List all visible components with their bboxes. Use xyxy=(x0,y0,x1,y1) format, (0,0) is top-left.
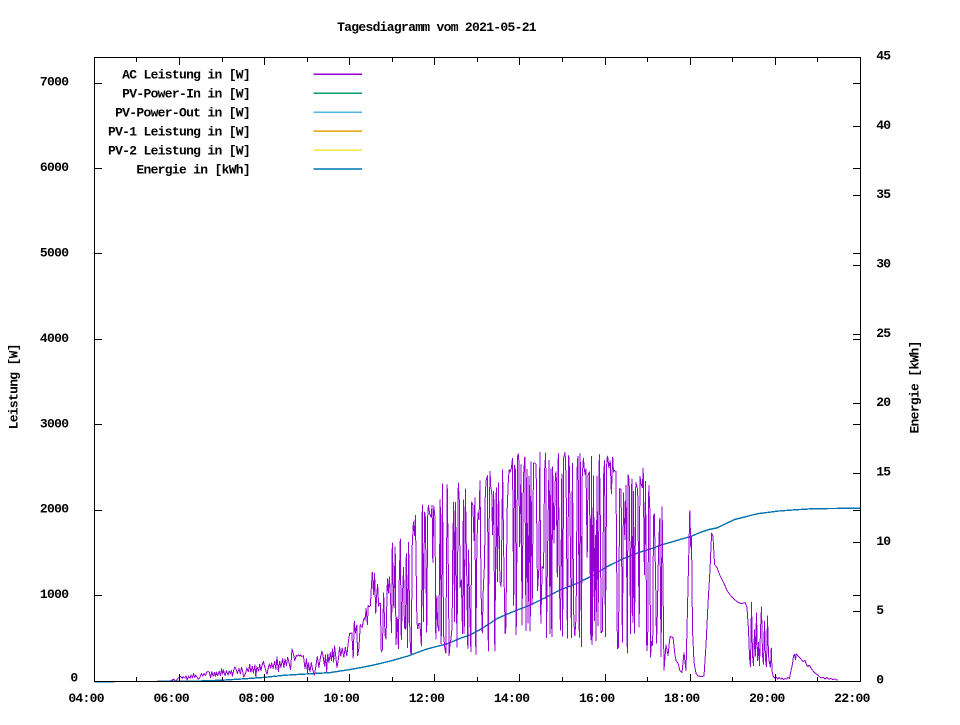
svg-text:45: 45 xyxy=(876,49,891,64)
svg-text:PV-1 Leistung in [W]: PV-1 Leistung in [W] xyxy=(108,124,250,139)
svg-text:0: 0 xyxy=(70,671,78,686)
svg-text:6000: 6000 xyxy=(40,160,69,175)
svg-text:1000: 1000 xyxy=(40,587,69,602)
svg-text:20: 20 xyxy=(876,395,891,410)
svg-text:25: 25 xyxy=(876,326,891,341)
svg-text:Leistung [W]: Leistung [W] xyxy=(7,344,22,429)
svg-text:3000: 3000 xyxy=(40,416,69,431)
svg-text:18:00: 18:00 xyxy=(664,691,700,706)
svg-text:10:00: 10:00 xyxy=(324,691,360,706)
svg-text:Energie in [kWh]: Energie in [kWh] xyxy=(136,162,250,177)
svg-text:30: 30 xyxy=(876,257,891,272)
svg-text:40: 40 xyxy=(876,118,891,133)
svg-text:15: 15 xyxy=(876,465,891,480)
svg-text:16:00: 16:00 xyxy=(579,691,615,706)
svg-text:22:00: 22:00 xyxy=(834,691,870,706)
svg-text:PV-Power-Out in [W]: PV-Power-Out in [W] xyxy=(115,106,250,121)
svg-text:12:00: 12:00 xyxy=(409,691,445,706)
svg-text:35: 35 xyxy=(876,187,891,202)
svg-text:4000: 4000 xyxy=(40,331,69,346)
svg-text:PV-Power-In in [W]: PV-Power-In in [W] xyxy=(122,87,250,102)
svg-text:20:00: 20:00 xyxy=(749,691,785,706)
svg-text:14:00: 14:00 xyxy=(494,691,530,706)
svg-text:Energie [kWh]: Energie [kWh] xyxy=(908,341,923,433)
svg-text:5000: 5000 xyxy=(40,245,69,260)
svg-text:2000: 2000 xyxy=(40,502,69,517)
svg-text:10: 10 xyxy=(876,534,891,549)
svg-text:08:00: 08:00 xyxy=(239,691,275,706)
svg-text:Tagesdiagramm vom 2021-05-21: Tagesdiagramm vom 2021-05-21 xyxy=(337,20,537,35)
svg-text:06:00: 06:00 xyxy=(153,691,189,706)
svg-text:PV-2 Leistung in [W]: PV-2 Leistung in [W] xyxy=(108,143,250,158)
svg-text:0: 0 xyxy=(876,673,884,688)
svg-text:AC Leistung in [W]: AC Leistung in [W] xyxy=(122,68,250,83)
svg-text:04:00: 04:00 xyxy=(68,691,104,706)
svg-text:5: 5 xyxy=(876,603,884,618)
svg-text:7000: 7000 xyxy=(40,75,69,90)
